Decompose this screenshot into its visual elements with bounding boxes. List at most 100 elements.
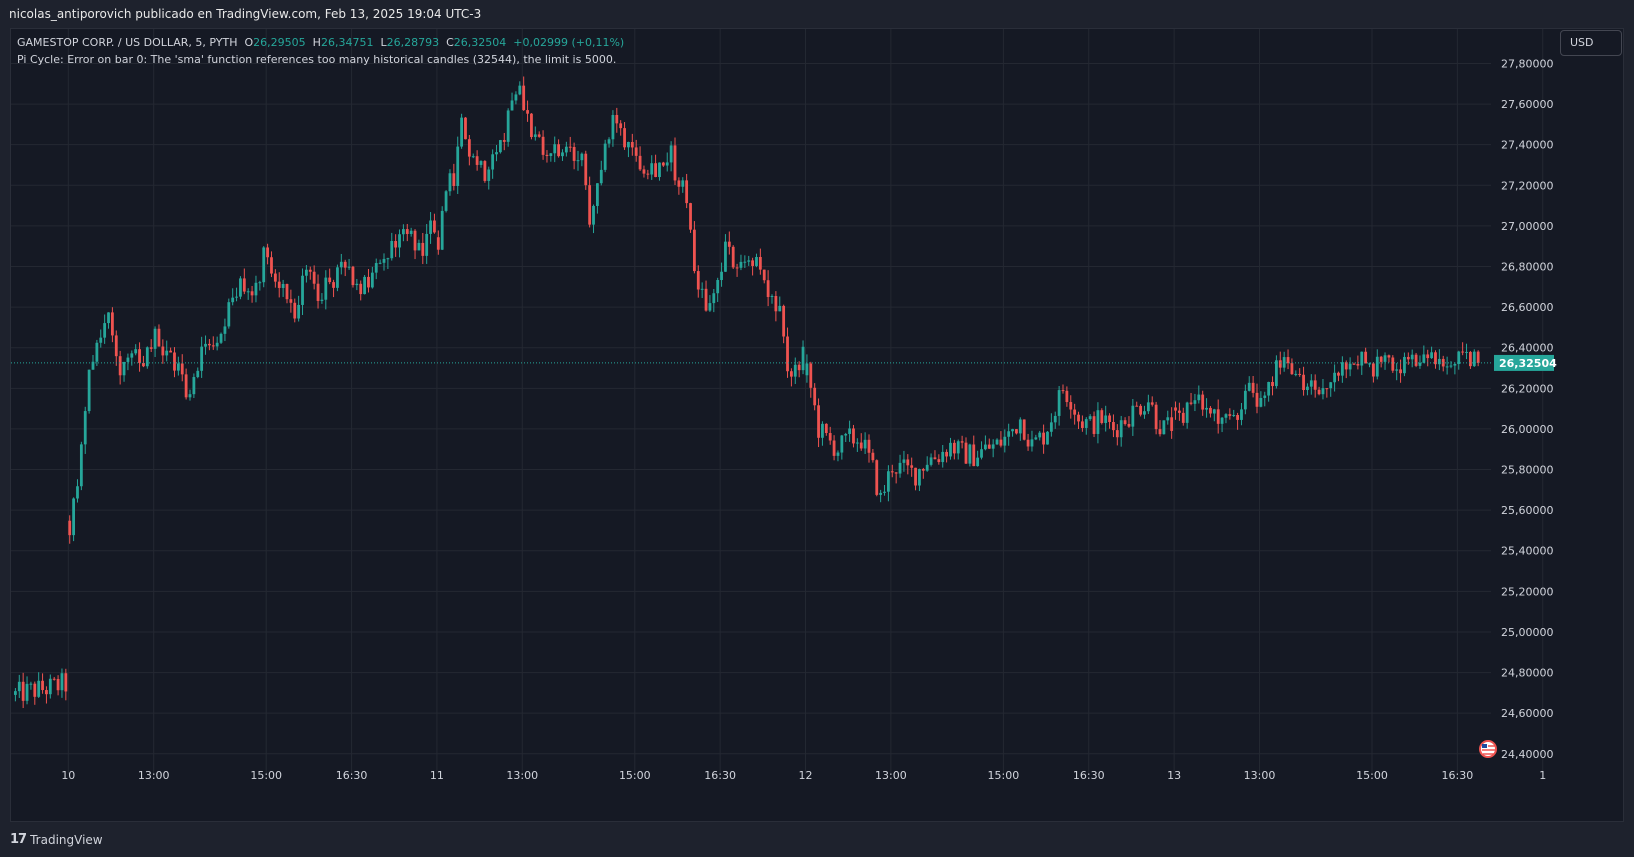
tradingview-brand: TradingView (30, 833, 103, 847)
candle-body (1015, 429, 1018, 434)
candle (1348, 357, 1352, 377)
candle (952, 439, 956, 460)
candle-body (995, 439, 999, 445)
candle-body (1034, 437, 1038, 440)
candle (1119, 415, 1123, 447)
candle-body (103, 323, 107, 338)
candle (1228, 408, 1232, 420)
candle-body (1057, 390, 1061, 416)
candle-body (987, 444, 991, 449)
candle (572, 142, 576, 170)
candle-body (557, 144, 560, 157)
candle (188, 389, 192, 401)
y-tick-label: 24,60000 (1501, 707, 1554, 720)
candle-body (1309, 380, 1313, 387)
candle-body (1049, 422, 1053, 432)
candle-body (545, 154, 549, 157)
candle-body (832, 440, 836, 456)
chart-area[interactable]: 26,32504 27,80000 27,60000 27,40000 27,2000… (10, 28, 1624, 822)
candle-body (1201, 394, 1205, 410)
candle-body (402, 229, 405, 235)
currency-button[interactable]: USD (1560, 30, 1622, 56)
candle (762, 269, 766, 284)
candle-body (378, 262, 382, 264)
candle (696, 265, 700, 298)
candle (685, 173, 689, 209)
candle-body (964, 442, 968, 464)
candle-body (530, 113, 533, 138)
candle-body (409, 230, 413, 234)
candle-body (405, 229, 409, 234)
candle-body (1313, 380, 1317, 390)
footer: 17 TradingView (10, 830, 103, 850)
candle (398, 229, 401, 258)
candle (506, 108, 510, 147)
candle-body (611, 114, 615, 140)
candle-body (165, 350, 169, 356)
candle (1321, 378, 1325, 400)
candle-body (188, 394, 192, 398)
candle (665, 152, 669, 172)
candle (1414, 352, 1418, 368)
candle (200, 336, 204, 378)
candle (991, 439, 995, 458)
candle-body (809, 363, 813, 388)
candle (995, 438, 999, 445)
candle (211, 336, 215, 350)
candle (33, 681, 37, 705)
candle-body (1251, 382, 1255, 393)
candle-body (518, 85, 522, 95)
candle-body (351, 266, 355, 286)
candle (526, 100, 529, 122)
candle-body (797, 364, 801, 371)
candlestick-chart[interactable]: 26,32504 27,80000 27,60000 27,40000 27,2000… (11, 29, 1623, 821)
candle-body (576, 160, 580, 162)
candle (126, 353, 130, 371)
candle-body (436, 237, 440, 250)
candle-body (235, 296, 238, 298)
candle (1406, 352, 1410, 365)
candle-body (417, 242, 421, 251)
candle-body (1018, 419, 1022, 434)
candle-body (200, 346, 204, 371)
candle-body (390, 241, 394, 259)
candle (790, 368, 793, 387)
x-tick-label: 12 (799, 769, 813, 782)
candle (1422, 345, 1426, 364)
candle (87, 369, 91, 414)
candle (95, 339, 99, 366)
y-tick-label: 27,60000 (1501, 98, 1554, 111)
candle (1465, 343, 1468, 360)
candle-body (126, 357, 130, 362)
candle (1084, 417, 1088, 435)
candle-body (1368, 363, 1371, 365)
candle-body (196, 370, 200, 378)
candle-body (968, 444, 972, 464)
candle-body (747, 260, 751, 262)
candle (1337, 371, 1340, 382)
us-flag-icon[interactable] (1479, 740, 1497, 758)
candle-body (696, 271, 700, 290)
candle-body (1143, 411, 1146, 415)
candle-body (421, 242, 425, 256)
candle-body (1158, 429, 1162, 435)
candle (809, 361, 813, 398)
candle-body (208, 343, 211, 346)
candle (1212, 408, 1216, 422)
y-tick-label: 26,40000 (1501, 342, 1554, 355)
candle-body (937, 459, 941, 463)
candle-body (312, 271, 316, 284)
candle-body (161, 346, 165, 356)
candle (1410, 349, 1414, 368)
candle (429, 212, 432, 244)
candle-body (790, 371, 793, 377)
candle (596, 183, 599, 214)
candle-body (359, 283, 363, 295)
candle (231, 288, 235, 306)
candle-body (867, 439, 871, 453)
candle-body (1181, 412, 1185, 423)
candle-body (1224, 414, 1228, 418)
candle-body (1209, 407, 1212, 414)
candle-body (1247, 382, 1251, 391)
candle (782, 304, 786, 344)
